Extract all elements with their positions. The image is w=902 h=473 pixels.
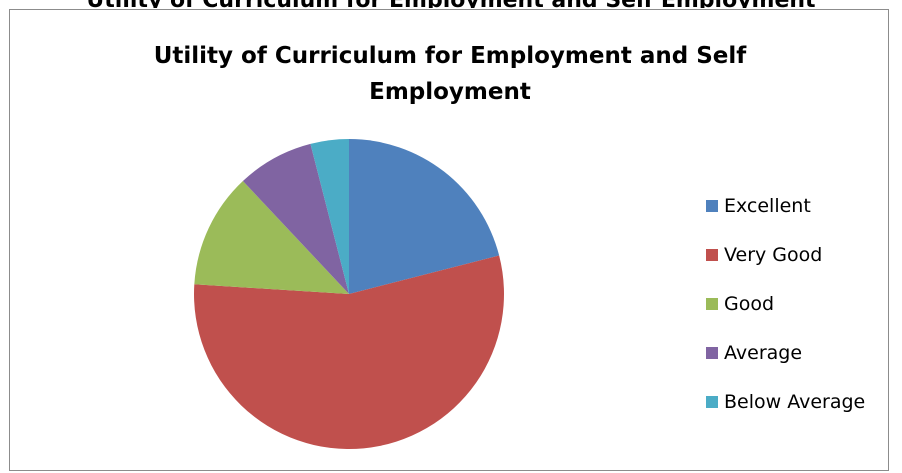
legend-label-average: Average [724, 341, 803, 364]
chart-title-line-1: Utility of Curriculum for Employment and… [153, 43, 747, 69]
legend-swatch-average [706, 346, 718, 359]
legend-label-very-good: Very Good [724, 243, 823, 266]
legend-item-excellent: Excellent [706, 181, 865, 230]
legend-item-below-average: Below Average [706, 377, 865, 426]
legend-label-below-average: Below Average [724, 390, 866, 413]
clipped-heading-text: Utility of Curriculum for Employment and… [0, 0, 902, 8]
clipped-heading: Utility of Curriculum for Employment and… [0, 0, 902, 8]
chart-title-line-2: Employment [369, 79, 531, 105]
pie-slice-good [194, 181, 349, 294]
legend-item-average: Average [706, 328, 865, 377]
legend-swatch-excellent [706, 199, 718, 212]
legend: Excellent Very Good Good Average Below Avera… [706, 181, 865, 426]
legend-label-good: Good [724, 292, 775, 315]
legend-swatch-good [706, 297, 718, 310]
pie-slice-very-good [194, 255, 505, 450]
chart-title: Utility of Curriculum for Employment and… [110, 38, 790, 110]
legend-swatch-very-good [706, 248, 718, 261]
pie-slice-excellent [349, 139, 500, 294]
pie-slice-below-average [310, 139, 349, 294]
legend-swatch-below-average [706, 395, 718, 408]
pie-slice-average [242, 143, 349, 294]
legend-item-very-good: Very Good [706, 230, 865, 279]
legend-label-excellent: Excellent [724, 194, 811, 217]
legend-item-good: Good [706, 279, 865, 328]
